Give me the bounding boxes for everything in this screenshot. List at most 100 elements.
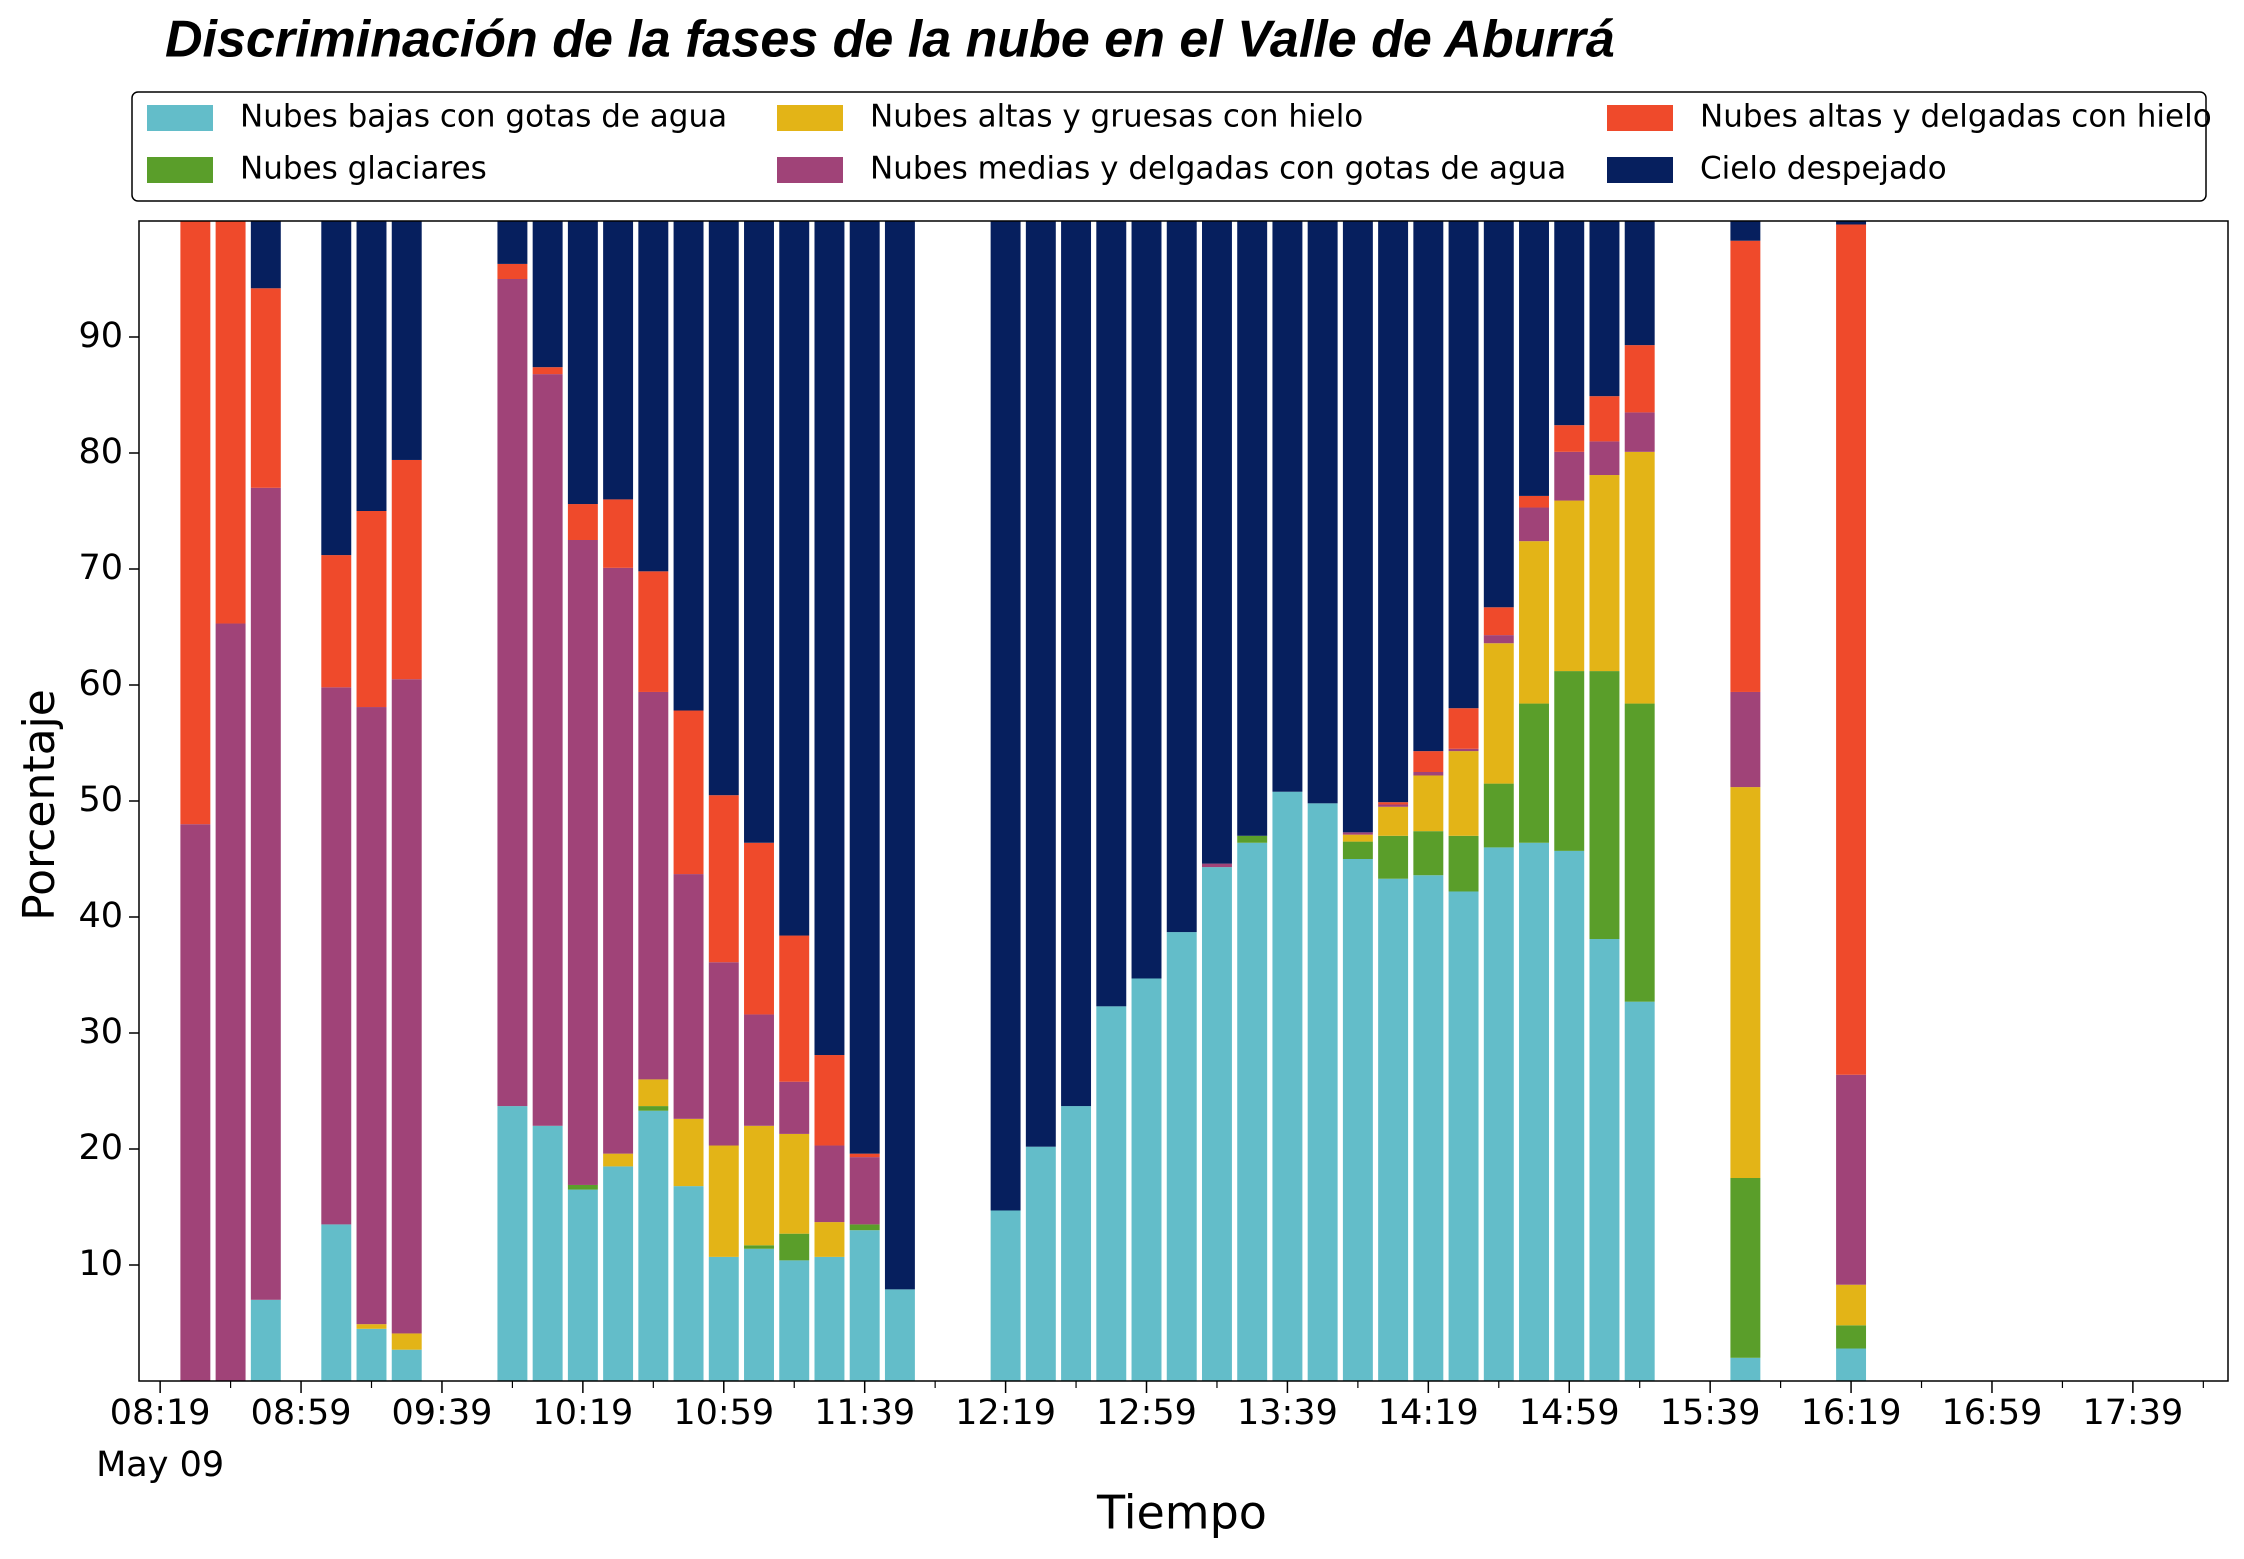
bar-segment	[1624, 703, 1655, 1002]
bar-segment	[1448, 748, 1479, 752]
bar-segment	[1272, 791, 1303, 1381]
bar-segment	[638, 571, 669, 692]
legend-swatch	[777, 105, 843, 131]
bar-segment	[1413, 221, 1444, 752]
legend-label: Cielo despejado	[1700, 151, 1947, 187]
bar-segment	[1730, 1357, 1761, 1381]
bar-segment	[532, 221, 563, 368]
bar-segment	[1624, 451, 1655, 704]
bar-segment	[356, 221, 387, 511]
bar-segment	[1730, 240, 1761, 692]
bar-segment	[603, 499, 634, 568]
bar-segment	[1836, 1074, 1867, 1285]
x-tick-label: 08:59	[251, 1393, 352, 1433]
plot-frame	[138, 220, 2229, 1382]
bar-segment	[990, 1210, 1021, 1381]
bar-segment	[1131, 978, 1162, 1381]
legend-swatch	[1607, 105, 1673, 131]
bar-segment	[1096, 1006, 1127, 1381]
bar-segment	[321, 687, 352, 1225]
bar-segment	[779, 1081, 810, 1134]
bar-segment	[391, 1349, 422, 1381]
bar-segment	[532, 367, 563, 375]
y-tick-label: 50	[78, 780, 123, 820]
bar-segment	[849, 1224, 880, 1231]
bar-segment	[1730, 221, 1761, 241]
bar-segment	[814, 1145, 845, 1223]
bar-segment	[1589, 939, 1620, 1381]
x-tick-label: 10:59	[673, 1393, 774, 1433]
x-tick-label: 17:39	[2082, 1393, 2183, 1433]
legend-swatch	[1607, 157, 1673, 183]
bar-segment	[744, 1245, 774, 1249]
bar-segment	[497, 221, 528, 264]
bar-segment	[356, 1328, 387, 1381]
bar-segment	[1624, 345, 1655, 413]
bar-segment	[1836, 221, 1867, 225]
bar-segment	[1836, 1284, 1867, 1326]
bar-segment	[638, 221, 669, 572]
bar-segment	[1483, 221, 1514, 608]
x-tick-label: 08:19	[110, 1393, 211, 1433]
bar-segment	[567, 221, 598, 505]
bar-segment	[744, 1248, 774, 1381]
bar-segment	[1061, 221, 1092, 1107]
x-tick-label: 14:19	[1378, 1393, 1479, 1433]
x-axis-label: Tiempo	[1096, 1486, 1267, 1540]
bar-segment	[497, 279, 528, 1107]
bar-segment	[215, 221, 246, 624]
bar-segment	[990, 221, 1021, 1211]
bar-segment	[567, 504, 598, 540]
bar-segment	[849, 1157, 880, 1225]
bar-segment	[1483, 783, 1514, 848]
bar-segment	[744, 1125, 774, 1246]
bar-segment	[497, 1106, 528, 1381]
bar-segment	[1589, 396, 1620, 442]
bar-segment	[708, 1145, 739, 1257]
bar-segment	[814, 1055, 845, 1146]
bar-segment	[849, 1153, 880, 1158]
x-tick-label: 13:39	[1237, 1393, 1338, 1433]
bar-segment	[1166, 932, 1197, 1381]
bar-segment	[1554, 425, 1585, 452]
bar-segment	[391, 679, 422, 1334]
bar-segment	[708, 1256, 739, 1381]
bar-segment	[1201, 221, 1232, 864]
bar-segment	[1730, 787, 1761, 1178]
x-date-label: May 09	[96, 1445, 224, 1485]
bar-segment	[1378, 804, 1409, 807]
bar-segment	[1201, 863, 1232, 868]
bar-segment	[1413, 751, 1444, 772]
bar-segment	[391, 459, 422, 680]
bar-segment	[1483, 847, 1514, 1381]
legend-swatch	[147, 157, 213, 183]
bar-segment	[1554, 451, 1585, 501]
bar-segment	[1519, 541, 1549, 704]
bar-segment	[497, 263, 528, 279]
bar-segment	[180, 221, 211, 825]
bar-segment	[391, 221, 422, 460]
bar-segment	[321, 221, 352, 556]
bar-segment	[1378, 221, 1409, 803]
bar-segment	[673, 710, 704, 875]
bar-segment	[1554, 221, 1585, 426]
bar-segment	[673, 221, 704, 711]
bar-segment	[1342, 841, 1373, 859]
bar-segment	[1025, 1146, 1056, 1381]
bar-segment	[603, 221, 634, 500]
bar-segment	[1483, 607, 1514, 636]
bar-segment	[1342, 832, 1373, 835]
bar-segment	[1519, 221, 1549, 496]
bar-segment	[1166, 221, 1197, 933]
bar-segment	[215, 623, 246, 1381]
y-tick-label: 10	[78, 1244, 123, 1284]
bar-segment	[1413, 831, 1444, 876]
bar-segment	[567, 540, 598, 1185]
bar-segment	[779, 935, 810, 1082]
bar-segment	[603, 1166, 634, 1381]
bar-segment	[250, 288, 281, 488]
y-tick-label: 40	[78, 896, 123, 936]
x-tick-label: 14:59	[1519, 1393, 1620, 1433]
legend-label: Nubes medias y delgadas con gotas de agu…	[870, 151, 1566, 187]
